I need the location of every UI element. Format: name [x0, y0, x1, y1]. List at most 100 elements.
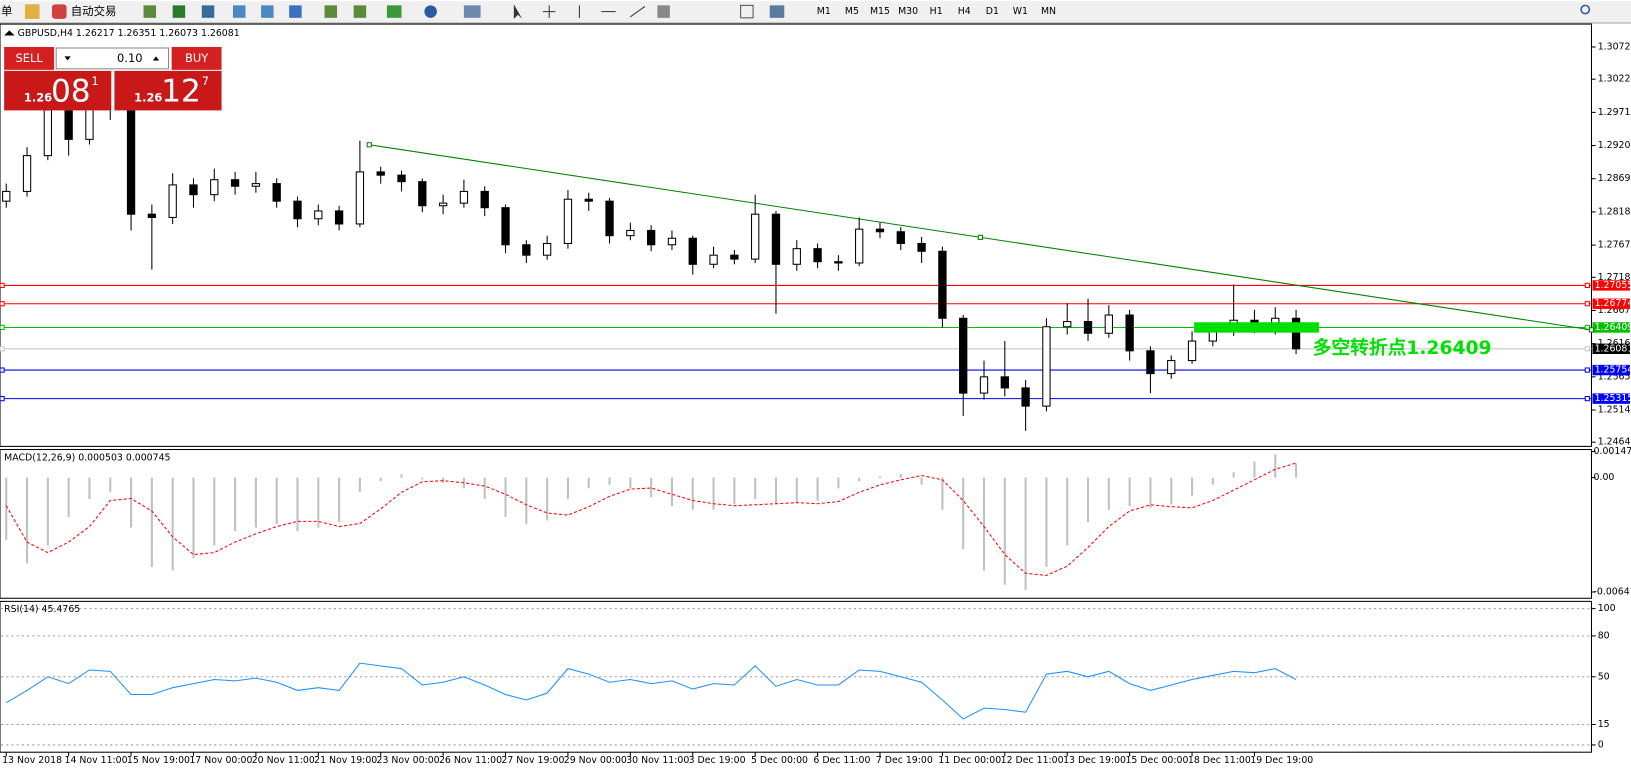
icon[interactable]: [172, 5, 186, 18]
macd-bar: [46, 477, 49, 546]
sell-button[interactable]: [4, 46, 55, 70]
icon[interactable]: [143, 5, 157, 18]
icon[interactable]: [657, 5, 670, 18]
candle-body: [376, 171, 385, 176]
macd-bar: [400, 474, 403, 478]
timeframe-button[interactable]: W1: [1013, 6, 1028, 17]
candle-body: [834, 261, 843, 264]
x-tick-label: 18 Dec 11:00: [1188, 755, 1251, 766]
candle-body: [875, 228, 885, 233]
candle-body: [293, 200, 302, 220]
icon[interactable]: [261, 5, 274, 18]
crosshair-icon[interactable]: [542, 5, 556, 18]
macd-bar: [296, 477, 299, 532]
y-tick-label: 1.28185: [1598, 206, 1631, 217]
buy-label[interactable]: BUY: [185, 51, 209, 65]
candle-body: [64, 109, 73, 140]
main-chart-frame: [0, 23, 1592, 447]
icon[interactable]: [353, 5, 367, 18]
x-tick-label: 7 Dec 19:00: [876, 755, 933, 766]
bid-box[interactable]: [4, 70, 112, 111]
icon[interactable]: [201, 5, 215, 18]
icon[interactable]: [289, 5, 302, 18]
icon[interactable]: [424, 5, 437, 18]
icon[interactable]: [324, 5, 338, 18]
candle-body: [1146, 350, 1155, 375]
macd-bar: [213, 477, 216, 546]
autotrade-icon[interactable]: [52, 4, 67, 19]
y-tick-label: 1.28695: [1598, 173, 1631, 184]
macd-bar: [982, 477, 986, 571]
bid-prefix[interactable]: 1.26: [24, 90, 52, 104]
candle-body: [314, 210, 323, 220]
macd-bar: [816, 477, 819, 501]
candle-body: [1042, 326, 1051, 407]
timeframe-button[interactable]: M5: [845, 6, 859, 17]
ask-big[interactable]: 12: [161, 74, 201, 110]
buy-button[interactable]: [171, 46, 222, 70]
timeframe-button[interactable]: H4: [958, 6, 971, 17]
macd-bar: [67, 477, 70, 517]
icon[interactable]: [463, 5, 481, 18]
x-tick-label: 14 Nov 11:00: [64, 755, 127, 766]
macd-bar: [525, 477, 528, 525]
candle-body: [230, 179, 240, 187]
level-label-bg: [1592, 280, 1630, 291]
autotrade-button[interactable]: 自动交易: [71, 4, 117, 18]
x-tick-label: 3 Dec 19:00: [689, 755, 746, 766]
candle-body: [272, 183, 281, 202]
menu-fragment[interactable]: 单: [1, 4, 12, 18]
macd-bar: [338, 477, 341, 523]
level-label-bg: [1592, 393, 1630, 404]
chart-header: GBPUSD,H4 1.26217 1.26351 1.26073 1.2608…: [18, 28, 240, 39]
macd-bar: [254, 477, 257, 528]
macd-signal: [5, 462, 1297, 576]
search-icon[interactable]: [1580, 4, 1591, 15]
level-label-bg: [1592, 322, 1630, 333]
x-tick-label: 30 Nov 11:00: [626, 755, 689, 766]
macd-bar: [150, 477, 153, 567]
candle-body: [1000, 376, 1009, 389]
y-tick-label: 1.24645: [1598, 437, 1631, 448]
collapse-arrow[interactable]: [4, 30, 15, 36]
bid-big[interactable]: 08: [51, 74, 91, 110]
candle-body: [959, 317, 968, 394]
trendline-handle: [366, 142, 372, 148]
timeframe-button[interactable]: M1: [817, 6, 831, 17]
timeframe-button[interactable]: MN: [1041, 6, 1056, 17]
timeframe-button[interactable]: M30: [898, 6, 918, 17]
y-tick-label: 50: [1598, 671, 1610, 682]
line-icons[interactable]: [578, 5, 646, 18]
icon[interactable]: [233, 5, 246, 18]
level-handle: [0, 346, 5, 352]
y-tick-label: 1.26670: [1598, 305, 1631, 316]
candle-body: [709, 254, 718, 265]
macd-bar: [1149, 477, 1152, 508]
macd-bar: [837, 477, 840, 489]
ask-small[interactable]: 7: [202, 74, 209, 88]
level-handle: [0, 282, 5, 289]
timeframe-button[interactable]: D1: [986, 6, 999, 17]
ask-prefix[interactable]: 1.26: [134, 90, 162, 104]
macd-bar: [1191, 477, 1194, 496]
lot-value[interactable]: 0.10: [117, 51, 142, 65]
timeframe-button[interactable]: H1: [930, 6, 943, 17]
ask-box[interactable]: [114, 70, 222, 111]
candle-body: [397, 174, 406, 183]
bid-small[interactable]: 1: [92, 74, 99, 88]
sell-label[interactable]: SELL: [16, 51, 44, 65]
candle-body: [522, 244, 531, 256]
icon[interactable]: [24, 4, 40, 19]
candle-body: [1167, 360, 1176, 375]
icon[interactable]: [769, 5, 785, 18]
lot-input[interactable]: [55, 47, 170, 70]
y-tick-label: 0: [1598, 739, 1604, 750]
candle-body: [334, 210, 344, 225]
icon[interactable]: [740, 4, 754, 19]
candle-body: [126, 106, 136, 215]
timeframe-button[interactable]: M15: [870, 6, 890, 17]
icon[interactable]: [386, 5, 402, 18]
macd-bar: [1003, 477, 1006, 585]
